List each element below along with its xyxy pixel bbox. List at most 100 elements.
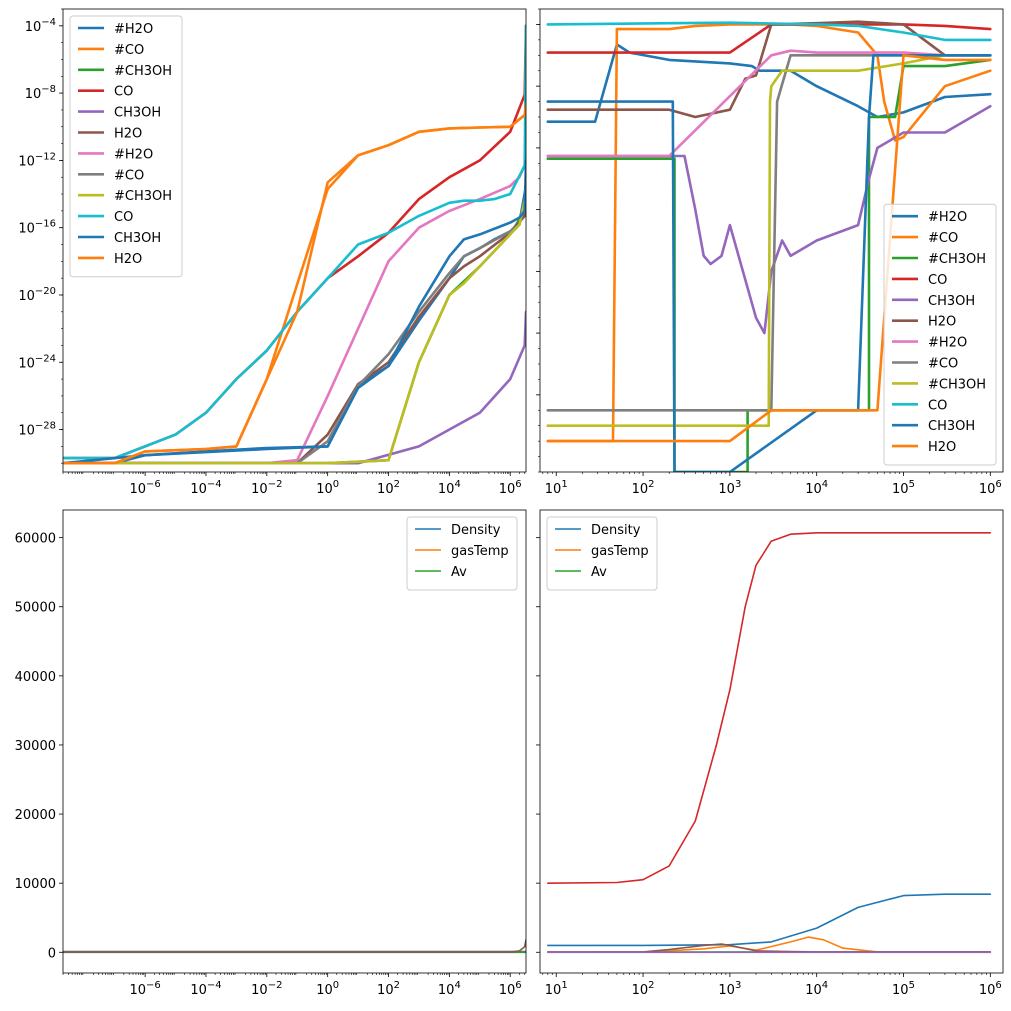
series-line-9	[63, 24, 526, 460]
series-line-5	[546, 20, 992, 119]
legend-label: CH3OH	[928, 294, 975, 309]
axes-frame	[539, 8, 1004, 473]
x-tick-label: 101	[545, 479, 568, 497]
legend-label: #H2O	[114, 147, 153, 162]
series-group	[63, 24, 526, 465]
series-line-3	[63, 938, 526, 953]
chart-top-left: 10−6 10−4 10−2 100 102 104 106 10−28 10−24 10−20 1…	[18, 8, 527, 497]
legend: #H2O #CO #CH3OH CO CH3OH H2O #H2O #CO #CH3OH CO CH…	[883, 203, 997, 466]
legend-label: #CH3OH	[114, 189, 172, 204]
legend-label: gasTemp	[591, 544, 649, 559]
legend: Density gasTemp Av	[546, 516, 658, 591]
legend-label: CO	[114, 210, 133, 225]
x-tick-label: 103	[718, 479, 741, 497]
legend-label: Density	[451, 523, 501, 538]
chart-top-right: 101 102 103 104 105 106 #H2O #CO #CH3OH CO CH3OH H2…	[536, 8, 1004, 497]
x-tick-label: 104	[438, 980, 461, 998]
legend-label: #CO	[928, 357, 958, 372]
series-line-4	[546, 104, 992, 335]
legend-box	[69, 15, 183, 278]
legend-label: CO	[928, 273, 947, 288]
x-tick-label: 102	[632, 980, 655, 998]
series-group	[63, 938, 526, 954]
y-tick-label: 10−24	[18, 353, 56, 371]
legend-label: H2O	[114, 127, 142, 142]
x-tick-label: 104	[805, 479, 828, 497]
legend-label: #H2O	[114, 22, 153, 37]
legend-label: #CO	[114, 43, 144, 58]
y-tick-label: 10−28	[18, 421, 56, 439]
x-tick-label: 10−2	[251, 980, 282, 998]
y-tick-label: 10−20	[18, 286, 56, 304]
y-tick-label: 40000	[15, 670, 56, 685]
x-tick-label: 105	[892, 479, 915, 497]
y-tick-label: 0	[48, 946, 56, 961]
y-tick-label: 30000	[15, 739, 56, 754]
series-line-3	[546, 531, 992, 885]
x-tick-label: 101	[545, 980, 568, 998]
legend-label: H2O	[928, 315, 956, 330]
legend: Density gasTemp Av	[406, 516, 518, 591]
legend-label: #CO	[928, 231, 958, 246]
series-group	[546, 531, 992, 954]
legend-label: #CH3OH	[928, 252, 986, 267]
x-tick-label: 10−4	[190, 980, 221, 998]
series-line-4	[63, 310, 526, 465]
chart-bottom-left: 10−6 10−4 10−2 100 102 104 106 0 10000 20000 30000…	[15, 509, 527, 998]
y-tick-label: 50000	[15, 601, 56, 616]
x-tick-label: 104	[805, 980, 828, 998]
x-tick-label: 104	[438, 479, 461, 497]
y-tick-label: 10000	[15, 877, 56, 892]
series-line-11	[63, 103, 526, 465]
x-tick-label: 102	[377, 980, 400, 998]
y-tick-label: 60000	[15, 532, 56, 547]
legend-label: CH3OH	[928, 419, 975, 434]
x-tick-label: 102	[632, 479, 655, 497]
series-group	[546, 20, 992, 472]
legend-label: H2O	[928, 440, 956, 455]
legend-label: CO	[928, 398, 947, 413]
x-tick-label: 106	[979, 980, 1002, 998]
x-tick-label: 100	[316, 980, 339, 998]
legend-label: CH3OH	[114, 231, 161, 246]
legend-box	[883, 203, 997, 466]
axes-frame	[539, 509, 1004, 974]
series-line-0	[546, 893, 992, 947]
y-tick-label: 20000	[15, 808, 56, 823]
series-line-11	[546, 53, 992, 443]
x-tick-label: 10−6	[129, 980, 160, 998]
y-tick-label: 10−16	[18, 219, 56, 237]
axes-frame	[62, 509, 527, 974]
x-tick-label: 10−4	[190, 479, 221, 497]
legend-label: Density	[591, 523, 641, 538]
x-tick-label: 106	[979, 479, 1002, 497]
chart-bottom-right: 101 102 103 104 105 106 Density gasTemp Av	[536, 509, 1004, 998]
legend-label: CH3OH	[114, 106, 161, 121]
y-tick-label: 10−12	[18, 151, 56, 169]
legend-label: #CH3OH	[114, 64, 172, 79]
series-line-0	[546, 43, 992, 123]
x-tick-label: 10−2	[251, 479, 282, 497]
series-line-9	[546, 21, 992, 42]
x-tick-label: 102	[377, 479, 400, 497]
x-tick-label: 103	[718, 980, 741, 998]
x-tick-label: 106	[499, 479, 522, 497]
legend-label: CO	[114, 85, 133, 100]
legend-label: H2O	[114, 252, 142, 267]
legend-label: Av	[591, 565, 607, 580]
legend-label: #CO	[114, 168, 144, 183]
legend-label: gasTemp	[451, 544, 509, 559]
series-line-10	[63, 159, 526, 465]
x-tick-label: 100	[316, 479, 339, 497]
axes-frame	[62, 8, 527, 473]
x-tick-label: 105	[892, 980, 915, 998]
legend-label: #H2O	[928, 210, 967, 225]
legend-label: #CH3OH	[928, 377, 986, 392]
x-tick-label: 10−6	[129, 479, 160, 497]
x-tick-label: 106	[499, 980, 522, 998]
y-tick-label: 10−8	[25, 84, 56, 102]
legend-label: #H2O	[928, 336, 967, 351]
y-tick-label: 10−4	[25, 17, 56, 35]
series-line-8	[63, 192, 526, 465]
